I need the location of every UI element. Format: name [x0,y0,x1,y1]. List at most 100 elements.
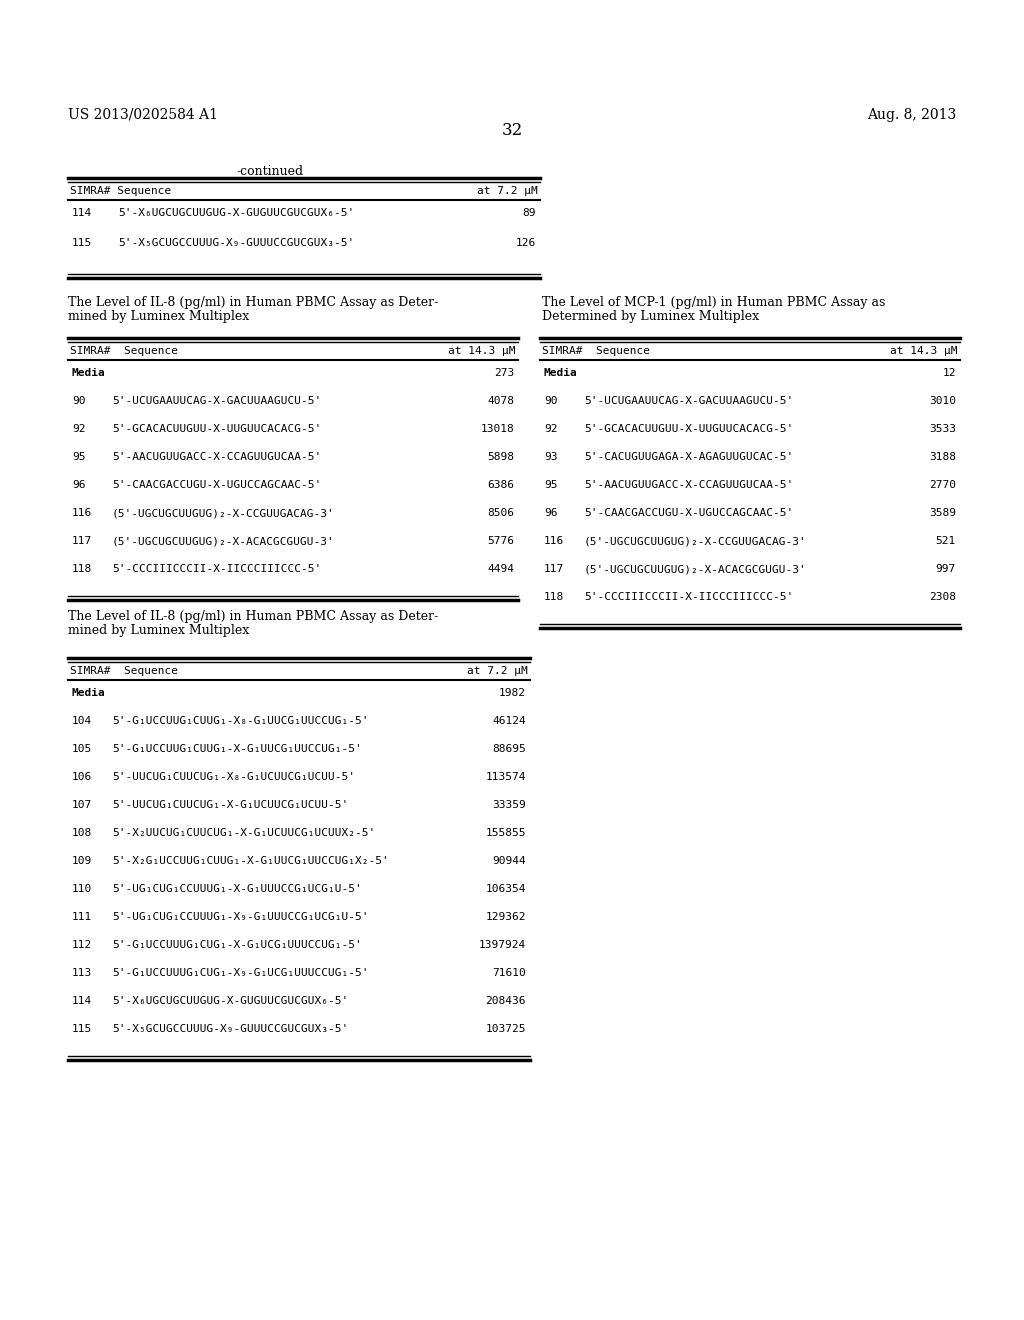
Text: 106354: 106354 [485,884,526,894]
Text: 107: 107 [72,800,92,810]
Text: 5'-UUCUG₁CUUCUG₁-X-G₁UCUUCG₁UCUU-5': 5'-UUCUG₁CUUCUG₁-X-G₁UCUUCG₁UCUU-5' [112,800,348,810]
Text: 5'-AACUGUUGACC-X-CCAGUUGUCAA-5': 5'-AACUGUUGACC-X-CCAGUUGUCAA-5' [584,480,794,490]
Text: 46124: 46124 [493,715,526,726]
Text: 32: 32 [502,121,522,139]
Text: 96: 96 [544,508,557,517]
Text: 5'-CAACGACCUGU-X-UGUCCAGCAAC-5': 5'-CAACGACCUGU-X-UGUCCAGCAAC-5' [112,480,322,490]
Text: 3010: 3010 [929,396,956,407]
Text: 2770: 2770 [929,480,956,490]
Text: 3589: 3589 [929,508,956,517]
Text: 93: 93 [544,451,557,462]
Text: US 2013/0202584 A1: US 2013/0202584 A1 [68,108,218,121]
Text: 5'-X₅GCUGCCUUUG-X₉-GUUUCCGUCGUX₃-5': 5'-X₅GCUGCCUUUG-X₉-GUUUCCGUCGUX₃-5' [118,238,354,248]
Text: 5'-X₆UGCUGCUUGUG-X-GUGUUCGUCGUX₆-5': 5'-X₆UGCUGCUUGUG-X-GUGUUCGUCGUX₆-5' [118,209,354,218]
Text: 5'-UCUGAAUUCAG-X-GACUUAAGUCU-5': 5'-UCUGAAUUCAG-X-GACUUAAGUCU-5' [584,396,794,407]
Text: 90: 90 [544,396,557,407]
Text: 112: 112 [72,940,92,950]
Text: 115: 115 [72,238,92,248]
Text: 997: 997 [936,564,956,574]
Text: 126: 126 [516,238,536,248]
Text: 3188: 3188 [929,451,956,462]
Text: 104: 104 [72,715,92,726]
Text: 95: 95 [544,480,557,490]
Text: (5'-UGCUGCUUGUG)₂-X-ACACGCGUGU-3': (5'-UGCUGCUUGUG)₂-X-ACACGCGUGU-3' [584,564,807,574]
Text: 155855: 155855 [485,828,526,838]
Text: 92: 92 [72,424,85,434]
Text: 113574: 113574 [485,772,526,781]
Text: 5'-CACUGUUGAGA-X-AGAGUUGUCAC-5': 5'-CACUGUUGAGA-X-AGAGUUGUCAC-5' [584,451,794,462]
Text: 90944: 90944 [493,855,526,866]
Text: 118: 118 [72,564,92,574]
Text: 5'-CCCIIICCCII-X-IICCCIIICCC-5': 5'-CCCIIICCCII-X-IICCCIIICCC-5' [584,591,794,602]
Text: mined by Luminex Multiplex: mined by Luminex Multiplex [68,624,249,638]
Text: at 7.2 μM: at 7.2 μM [477,186,538,195]
Text: 5'-UG₁CUG₁CCUUUG₁-X-G₁UUUCCG₁UCG₁U-5': 5'-UG₁CUG₁CCUUUG₁-X-G₁UUUCCG₁UCG₁U-5' [112,884,361,894]
Text: 5'-G₁UCCUUUG₁CUG₁-X₉-G₁UCG₁UUUCCUG₁-5': 5'-G₁UCCUUUG₁CUG₁-X₉-G₁UCG₁UUUCCUG₁-5' [112,968,369,978]
Text: 1982: 1982 [499,688,526,698]
Text: at 14.3 μM: at 14.3 μM [891,346,958,356]
Text: 5776: 5776 [487,536,514,546]
Text: 116: 116 [72,508,92,517]
Text: 33359: 33359 [493,800,526,810]
Text: 5'-UUCUG₁CUUCUG₁-X₈-G₁UCUUCG₁UCUU-5': 5'-UUCUG₁CUUCUG₁-X₈-G₁UCUUCG₁UCUU-5' [112,772,355,781]
Text: 273: 273 [494,368,514,378]
Text: 5898: 5898 [487,451,514,462]
Text: 108: 108 [72,828,92,838]
Text: SIMRA#  Sequence: SIMRA# Sequence [542,346,650,356]
Text: at 7.2 μM: at 7.2 μM [467,667,528,676]
Text: Media: Media [72,368,105,378]
Text: 13018: 13018 [480,424,514,434]
Text: 114: 114 [72,997,92,1006]
Text: 5'-X₂UUCUG₁CUUCUG₁-X-G₁UCUUCG₁UCUUX₂-5': 5'-X₂UUCUG₁CUUCUG₁-X-G₁UCUUCG₁UCUUX₂-5' [112,828,375,838]
Text: (5'-UGCUGCUUGUG)₂-X-CCGUUGACAG-3': (5'-UGCUGCUUGUG)₂-X-CCGUUGACAG-3' [112,508,335,517]
Text: 5'-X₆UGCUGCUUGUG-X-GUGUUCGUCGUX₆-5': 5'-X₆UGCUGCUUGUG-X-GUGUUCGUCGUX₆-5' [112,997,348,1006]
Text: at 14.3 μM: at 14.3 μM [449,346,516,356]
Text: 5'-G₁UCCUUG₁CUUG₁-X₈-G₁UUCG₁UUCCUG₁-5': 5'-G₁UCCUUG₁CUUG₁-X₈-G₁UUCG₁UUCCUG₁-5' [112,715,369,726]
Text: 5'-GCACACUUGUU-X-UUGUUCACACG-5': 5'-GCACACUUGUU-X-UUGUUCACACG-5' [584,424,794,434]
Text: 95: 95 [72,451,85,462]
Text: SIMRA#  Sequence: SIMRA# Sequence [70,346,178,356]
Text: The Level of IL-8 (pg/ml) in Human PBMC Assay as Deter-: The Level of IL-8 (pg/ml) in Human PBMC … [68,296,438,309]
Text: 129362: 129362 [485,912,526,921]
Text: 5'-G₁UCCUUUG₁CUG₁-X-G₁UCG₁UUUCCUG₁-5': 5'-G₁UCCUUUG₁CUG₁-X-G₁UCG₁UUUCCUG₁-5' [112,940,361,950]
Text: 5'-UCUGAAUUCAG-X-GACUUAAGUCU-5': 5'-UCUGAAUUCAG-X-GACUUAAGUCU-5' [112,396,322,407]
Text: 117: 117 [544,564,564,574]
Text: 115: 115 [72,1024,92,1034]
Text: 106: 106 [72,772,92,781]
Text: Determined by Luminex Multiplex: Determined by Luminex Multiplex [542,310,759,323]
Text: 111: 111 [72,912,92,921]
Text: (5'-UGCUGCUUGUG)₂-X-ACACGCGUGU-3': (5'-UGCUGCUUGUG)₂-X-ACACGCGUGU-3' [112,536,335,546]
Text: 5'-X₅GCUGCCUUUG-X₉-GUUUCCGUCGUX₃-5': 5'-X₅GCUGCCUUUG-X₉-GUUUCCGUCGUX₃-5' [112,1024,348,1034]
Text: 5'-CAACGACCUGU-X-UGUCCAGCAAC-5': 5'-CAACGACCUGU-X-UGUCCAGCAAC-5' [584,508,794,517]
Text: 105: 105 [72,744,92,754]
Text: 8506: 8506 [487,508,514,517]
Text: SIMRA#  Sequence: SIMRA# Sequence [70,667,178,676]
Text: 4078: 4078 [487,396,514,407]
Text: 5'-X₂G₁UCCUUG₁CUUG₁-X-G₁UUCG₁UUCCUG₁X₂-5': 5'-X₂G₁UCCUUG₁CUUG₁-X-G₁UUCG₁UUCCUG₁X₂-5… [112,855,389,866]
Text: 71610: 71610 [493,968,526,978]
Text: 12: 12 [942,368,956,378]
Text: 88695: 88695 [493,744,526,754]
Text: SIMRA# Sequence: SIMRA# Sequence [70,186,171,195]
Text: 5'-AACUGUUGACC-X-CCAGUUGUCAA-5': 5'-AACUGUUGACC-X-CCAGUUGUCAA-5' [112,451,322,462]
Text: 4494: 4494 [487,564,514,574]
Text: 109: 109 [72,855,92,866]
Text: 92: 92 [544,424,557,434]
Text: 90: 90 [72,396,85,407]
Text: 113: 113 [72,968,92,978]
Text: 521: 521 [936,536,956,546]
Text: 5'-GCACACUUGUU-X-UUGUUCACACG-5': 5'-GCACACUUGUU-X-UUGUUCACACG-5' [112,424,322,434]
Text: 117: 117 [72,536,92,546]
Text: 118: 118 [544,591,564,602]
Text: Media: Media [544,368,578,378]
Text: 6386: 6386 [487,480,514,490]
Text: Aug. 8, 2013: Aug. 8, 2013 [866,108,956,121]
Text: (5'-UGCUGCUUGUG)₂-X-CCGUUGACAG-3': (5'-UGCUGCUUGUG)₂-X-CCGUUGACAG-3' [584,536,807,546]
Text: 96: 96 [72,480,85,490]
Text: 208436: 208436 [485,997,526,1006]
Text: -continued: -continued [237,165,303,178]
Text: 114: 114 [72,209,92,218]
Text: 103725: 103725 [485,1024,526,1034]
Text: 110: 110 [72,884,92,894]
Text: 5'-G₁UCCUUG₁CUUG₁-X-G₁UUCG₁UUCCUG₁-5': 5'-G₁UCCUUG₁CUUG₁-X-G₁UUCG₁UUCCUG₁-5' [112,744,361,754]
